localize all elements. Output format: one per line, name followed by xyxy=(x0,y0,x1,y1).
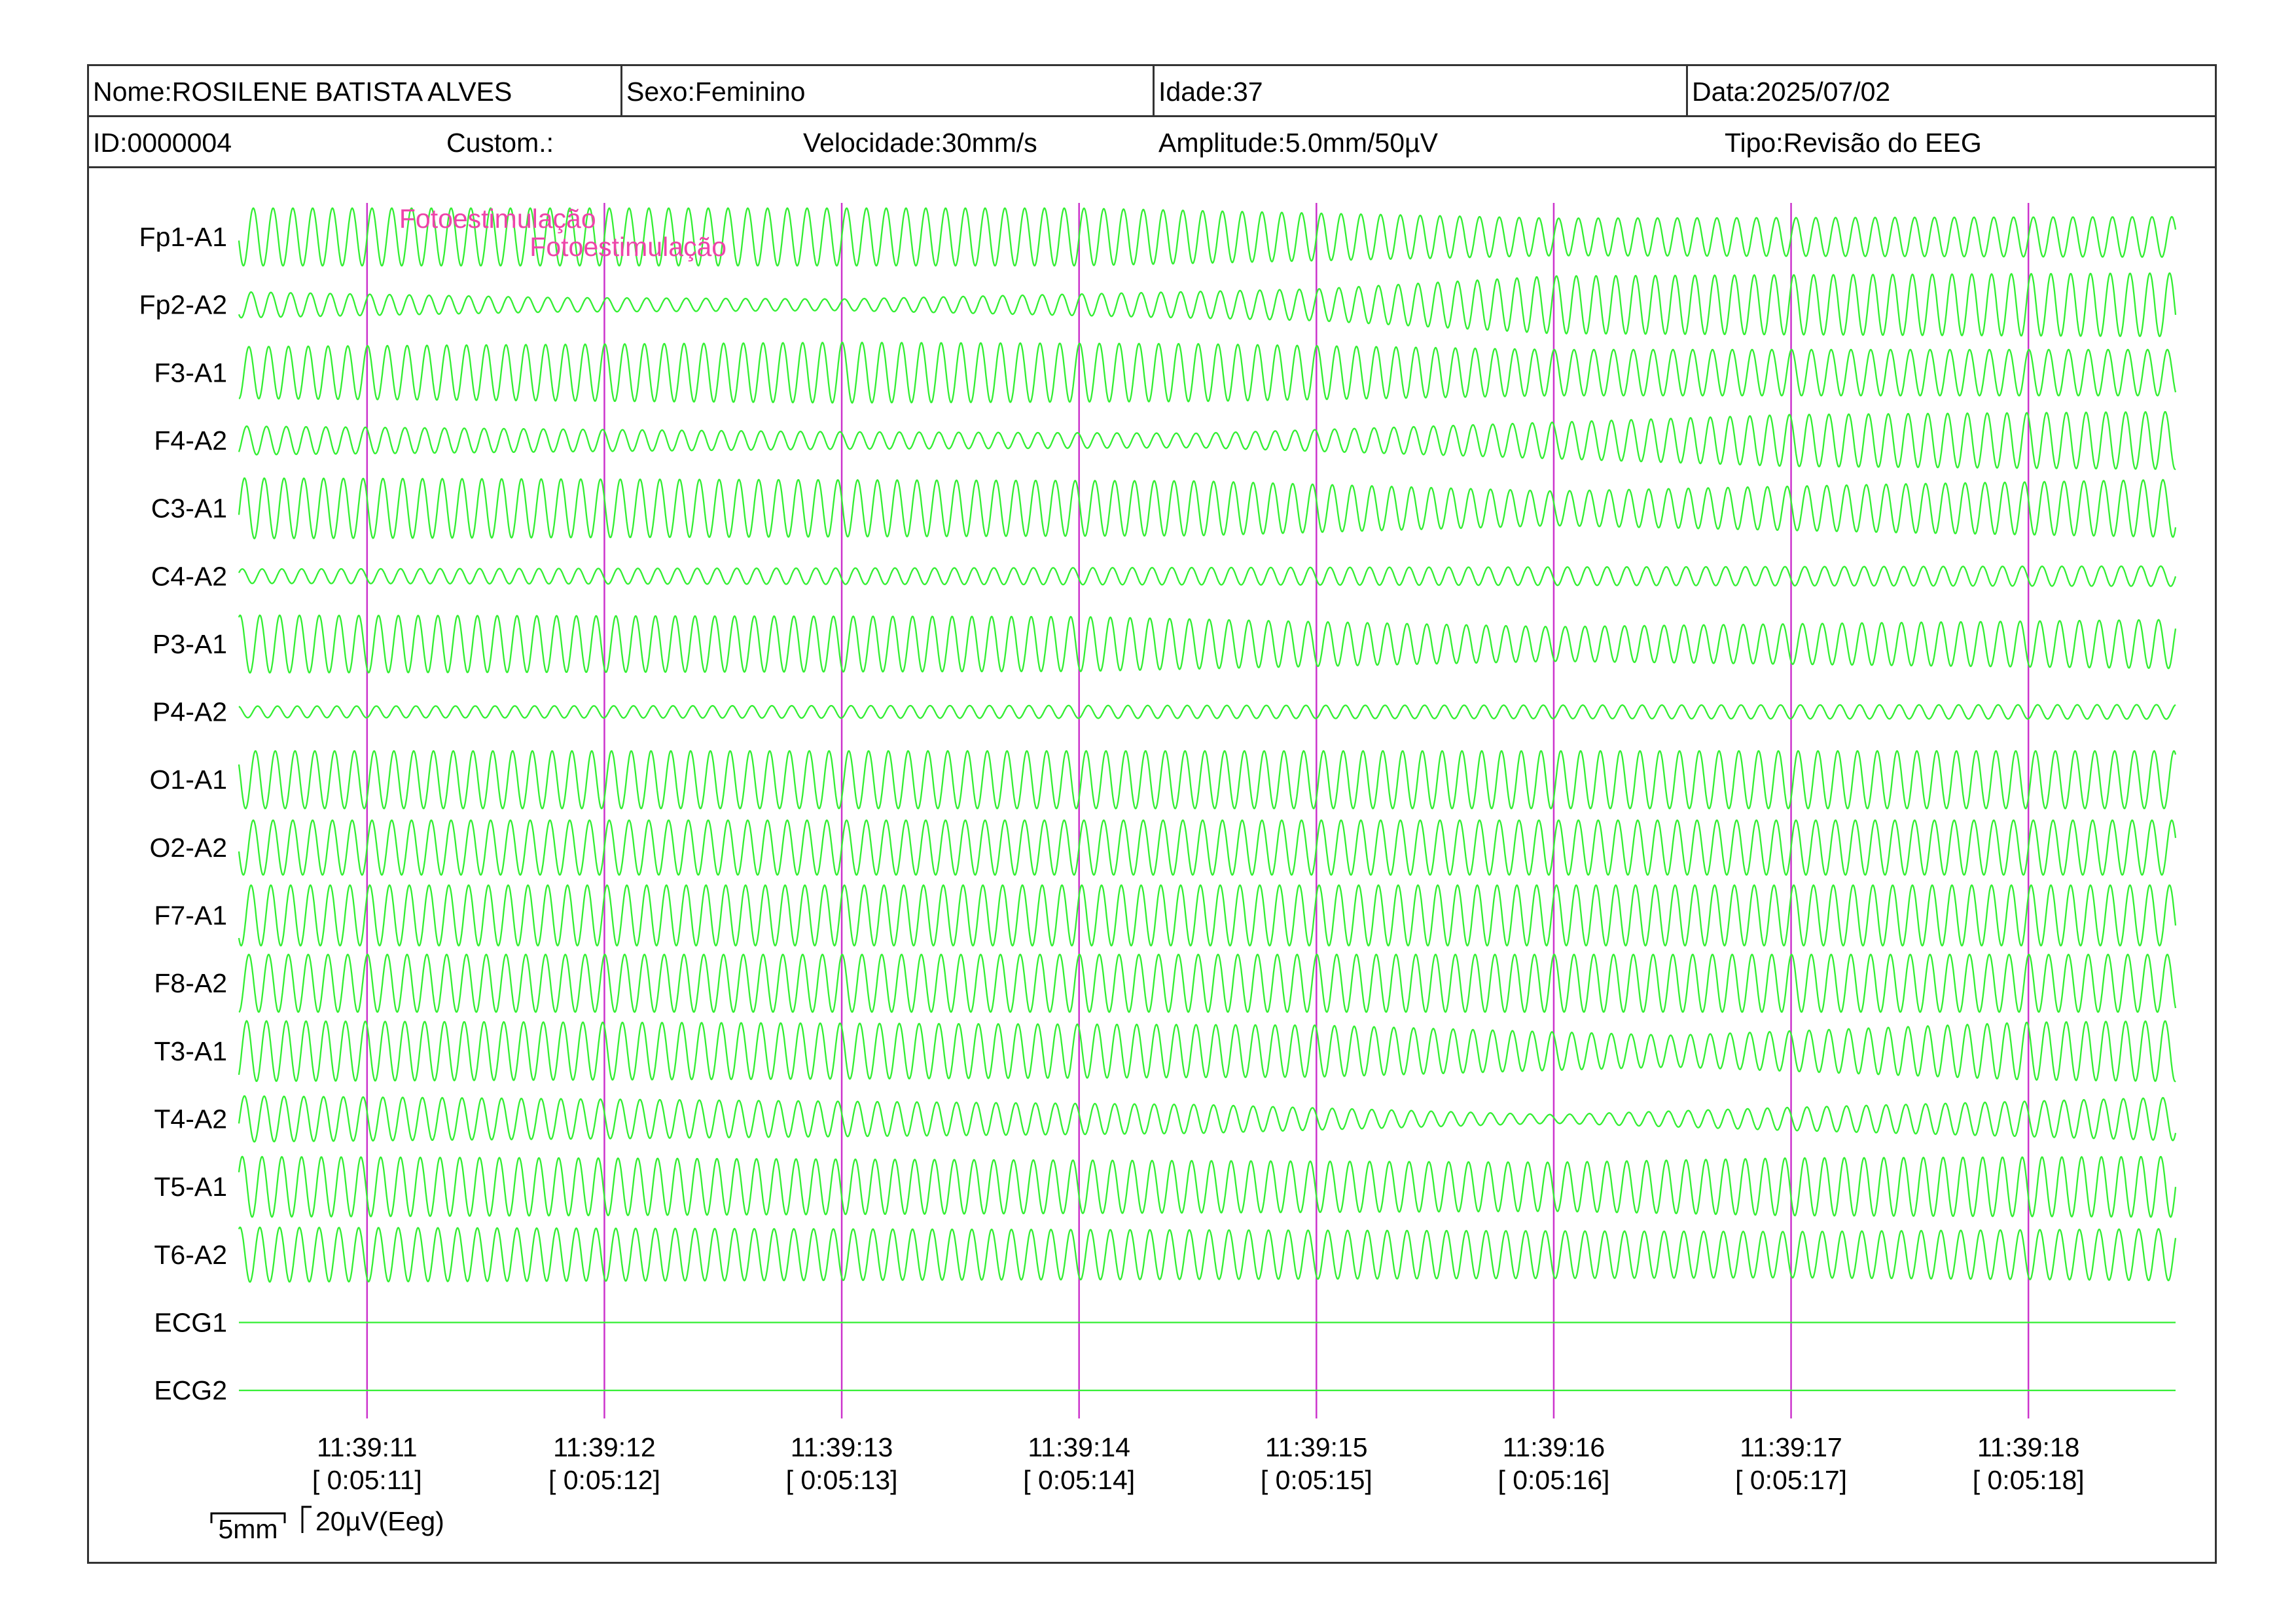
channel-label: T4-A2 xyxy=(154,1104,227,1134)
time-marker-clock: 11:39:15 xyxy=(1265,1432,1368,1462)
header-row-settings: ID:0000004 Custom.: Velocidade:30mm/s Am… xyxy=(89,117,2215,168)
patient-age: Idade:37 xyxy=(1155,66,1688,115)
channel-trace xyxy=(238,953,2177,1013)
time-marker-elapsed: [ 0:05:18] xyxy=(1973,1465,2085,1495)
channel-trace xyxy=(238,614,2177,674)
exam-date: Data:2025/07/02 xyxy=(1692,77,1891,107)
channel-label: F3-A1 xyxy=(154,357,227,388)
time-marker-elapsed: [ 0:05:14] xyxy=(1023,1465,1135,1495)
channel-trace xyxy=(238,884,2177,947)
channel-label: ECG1 xyxy=(154,1307,227,1337)
channel-trace xyxy=(238,749,2177,810)
time-marker-clock: 11:39:11 xyxy=(317,1432,418,1462)
patient-id: ID:0000004 xyxy=(93,128,232,158)
time-marker-clock: 11:39:14 xyxy=(1028,1432,1130,1462)
channel-trace xyxy=(238,272,2177,338)
channel-label: ECG2 xyxy=(154,1375,227,1405)
channel-label: F8-A2 xyxy=(154,968,227,998)
time-marker-clock: 11:39:16 xyxy=(1503,1432,1605,1462)
channel-trace xyxy=(238,341,2177,404)
time-marker-clock: 11:39:13 xyxy=(791,1432,893,1462)
channel-label: T6-A2 xyxy=(154,1240,227,1270)
channel-trace xyxy=(238,1020,2176,1083)
exam-type: Tipo:Revisão do EEG xyxy=(1725,128,1982,158)
channel-trace xyxy=(238,565,2177,587)
time-marker-clock: 11:39:18 xyxy=(1977,1432,2080,1462)
channel-label: C3-A1 xyxy=(151,494,227,524)
channel-trace xyxy=(238,477,2177,540)
time-marker-clock: 11:39:12 xyxy=(553,1432,656,1462)
channel-trace xyxy=(238,410,2176,471)
amplitude-scale-bar xyxy=(301,1506,312,1533)
channel-label: F4-A2 xyxy=(154,425,227,456)
channel-trace xyxy=(238,1155,2177,1218)
channel-label: F7-A1 xyxy=(154,901,227,931)
time-marker-elapsed: [ 0:05:15] xyxy=(1261,1465,1372,1495)
patient-name: Nome:ROSILENE BATISTA ALVES xyxy=(89,66,622,115)
channel-trace xyxy=(238,819,2177,876)
channel-label: P4-A2 xyxy=(152,697,227,727)
channel-label: P3-A1 xyxy=(152,629,227,659)
time-marker-clock: 11:39:17 xyxy=(1740,1432,1842,1462)
channel-label: C4-A2 xyxy=(151,561,227,591)
channel-trace xyxy=(238,1095,2177,1143)
channel-label: T5-A1 xyxy=(154,1172,227,1202)
time-scale-bar xyxy=(210,1512,286,1523)
custom-field: Custom.: xyxy=(446,128,554,158)
event-annotation: Fotoestimulação xyxy=(529,232,726,262)
channel-trace xyxy=(238,1226,2177,1283)
speed-setting: Velocidade:30mm/s xyxy=(803,128,1037,158)
event-annotation: Fotoestimulação xyxy=(399,204,596,234)
amplitude-scale-label: 20µV(Eeg) xyxy=(315,1506,444,1536)
time-marker-elapsed: [ 0:05:11] xyxy=(312,1465,422,1495)
amplitude-setting: Amplitude:5.0mm/50µV xyxy=(1158,128,1438,158)
channel-label: O2-A2 xyxy=(150,833,228,863)
channel-label: Fp1-A1 xyxy=(139,222,227,252)
channel-label: Fp2-A2 xyxy=(139,290,227,320)
channel-label: O1-A1 xyxy=(150,765,228,795)
channel-trace xyxy=(238,207,2177,267)
patient-sex: Sexo:Feminino xyxy=(622,66,1155,115)
time-marker-elapsed: [ 0:05:13] xyxy=(786,1465,898,1495)
time-marker-elapsed: [ 0:05:17] xyxy=(1735,1465,1847,1495)
channel-trace xyxy=(238,704,2176,720)
channel-label: T3-A1 xyxy=(154,1036,227,1066)
time-scale-label: 5mm xyxy=(218,1514,278,1544)
report-frame: Nome:ROSILENE BATISTA ALVES Sexo:Feminin… xyxy=(87,64,2217,1564)
scale-legend: 5mm 20µV(Eeg) xyxy=(210,1506,444,1544)
time-marker-elapsed: [ 0:05:16] xyxy=(1498,1465,1609,1495)
header-row-patient: Nome:ROSILENE BATISTA ALVES Sexo:Feminin… xyxy=(89,66,2215,117)
time-marker-elapsed: [ 0:05:12] xyxy=(548,1465,660,1495)
